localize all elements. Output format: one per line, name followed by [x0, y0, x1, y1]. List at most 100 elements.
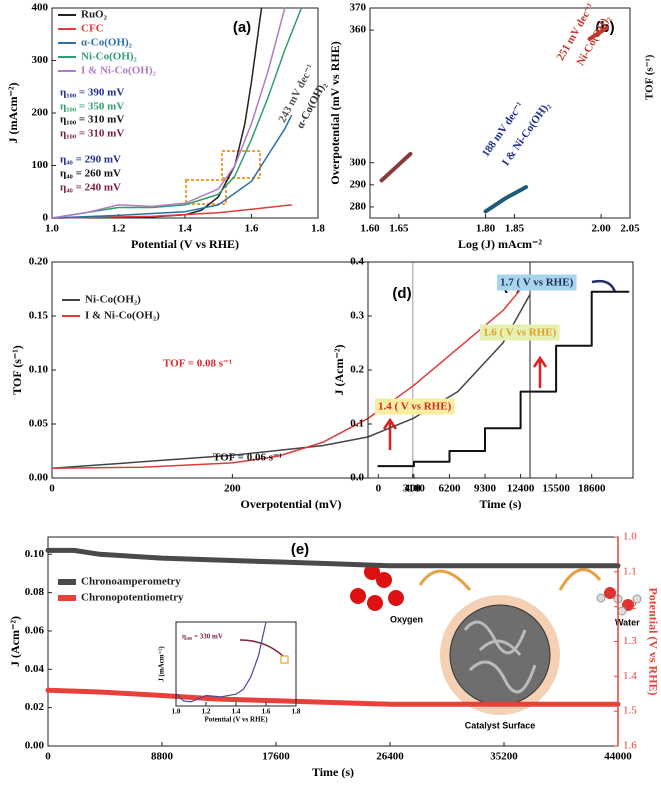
annotation: TOF (s⁻¹) [644, 54, 656, 100]
x-tick-label: 6200 [438, 483, 461, 495]
x-tick-label: 1.8 [292, 708, 301, 716]
x-tick-label: 1.2 [112, 223, 126, 235]
x-axis-label: Time (s) [312, 765, 354, 779]
x-tick-label: 35200 [490, 751, 518, 763]
y-axis-label: J (mAcm⁻²) [158, 646, 166, 682]
atom [632, 594, 642, 604]
annotation-background [480, 324, 560, 341]
y-tick-label: 0.05 [29, 418, 49, 430]
atom [388, 590, 404, 606]
arrow [591, 279, 617, 293]
y-tick-label: 0.04 [25, 663, 45, 675]
plot-frame [369, 7, 631, 219]
x-tick-label: 1.60 [360, 223, 380, 235]
atom [367, 595, 383, 611]
schematic: Oxygen Water Catalyst Surface [350, 564, 642, 730]
series-line [51, 114, 293, 219]
arrow [558, 568, 602, 591]
y2-tick-label: 1.0 [623, 531, 637, 543]
legend-label: Chronoamperometry [81, 576, 181, 588]
x-tick-label: 8800 [151, 751, 174, 763]
y-axis-label: J (mAcm⁻²) [6, 83, 20, 144]
annotation: η₁₀₀ = 390 mV [60, 87, 124, 99]
x-tick-label: 1.8 [311, 223, 325, 235]
x-tick-label: 18600 [578, 483, 606, 495]
y-tick-label: 0.00 [29, 472, 49, 484]
x-tick-label: 1.4 [178, 223, 192, 235]
annotation-background [497, 274, 577, 291]
y2-axis-label: Potential (V vs RHE) [646, 587, 660, 695]
atom [364, 564, 380, 580]
y-tick-label: 100 [32, 159, 49, 171]
annotation: TOF = 0.06 s⁻¹ [213, 452, 282, 464]
legend-label: α-Co(OH)₂ [81, 37, 133, 49]
y-tick-label: 0.1 [350, 418, 364, 430]
y-tick-label: 0.15 [29, 310, 49, 322]
annotation: TOF = 0.08 s⁻¹ [163, 358, 232, 370]
y-axis-label: J (Acm⁻²) [332, 345, 346, 396]
y-tick-label: 0.02 [25, 701, 45, 713]
water-molecules [596, 587, 642, 616]
x-axis-label: Potential (V vs RHE) [131, 237, 239, 251]
x-tick-label: 400 [405, 483, 422, 495]
y2-tick-label: 1.3 [623, 635, 637, 647]
y2-tick-label: 1.2 [623, 600, 637, 612]
y-tick-label: 0.06 [25, 624, 45, 636]
x-tick-label: 15500 [542, 483, 570, 495]
x-axis-label: Time (s) [479, 497, 521, 511]
oxygen-molecules [350, 564, 404, 611]
x-tick-label: 1.4 [232, 708, 241, 716]
series-line [587, 25, 609, 41]
annotation: η₄₀ = 240 mV [60, 182, 121, 194]
series-line [51, 7, 303, 219]
annotation: η₁₀₀ = 310 mV [60, 128, 124, 140]
x-tick-label: 1.6 [262, 708, 271, 716]
x-tick-label: 3100 [403, 483, 426, 495]
panel-label: (a) [233, 19, 251, 36]
atom [350, 588, 366, 604]
annotation: 1.6 ( V vs RHE) [483, 327, 557, 339]
x-axis-label: Potential (V vs RHE) [204, 716, 268, 724]
x-tick-label: 12400 [507, 483, 535, 495]
y2-tick-label: 1.5 [623, 705, 637, 717]
x-tick-label: 2.00 [591, 223, 611, 235]
y-tick-label: 300 [32, 54, 49, 66]
x-tick-label: 200 [224, 483, 241, 495]
highlight-box [185, 179, 227, 205]
y-tick-label: 290 [350, 178, 367, 190]
legend-label: CFC [81, 23, 104, 35]
texture [463, 620, 537, 694]
x-tick-label: 17600 [262, 751, 290, 763]
series-line [45, 547, 621, 569]
y-tick-label: 0.2 [350, 364, 364, 376]
atom [376, 572, 392, 588]
series-line [175, 621, 267, 703]
x-tick-label: 1.65 [389, 223, 409, 235]
y-tick-label: 0.08 [25, 586, 45, 598]
y-tick-label: 200 [32, 107, 49, 119]
catalyst [449, 604, 551, 706]
x-tick-label: 1.6 [245, 223, 259, 235]
panel-label: (e) [291, 541, 309, 558]
annotation-background [375, 398, 455, 415]
x-tick-label: 1.0 [172, 708, 181, 716]
x-tick-label: 0 [45, 751, 51, 763]
annotation: 1.4 ( V vs RHE) [378, 401, 452, 413]
x-tick-label: 26400 [376, 751, 404, 763]
x-tick-label: 0 [49, 483, 55, 495]
legend-label: I & Ni-Co(OH₂) [85, 310, 160, 322]
series-line [51, 204, 293, 219]
y-tick-label: 300 [350, 156, 367, 168]
legend-label: Chronopotentiometry [81, 592, 184, 604]
annotation: η₁₀₀ = 310 mV [60, 114, 124, 126]
x-tick-label: 1.0 [45, 223, 59, 235]
y-tick-label: 360 [350, 24, 367, 36]
annotation: 1.7 ( V vs RHE) [500, 277, 574, 289]
x-axis-label: Overpotential (mV) [241, 497, 342, 511]
y2-tick-label: 1.4 [623, 670, 637, 682]
series-line [483, 185, 528, 214]
annotation: η₄₀ = 290 mV [60, 154, 121, 166]
y-tick-label: 0.10 [29, 364, 49, 376]
y-tick-label: 0.20 [29, 256, 49, 268]
legend-label: Ni-Co(OH₂) [85, 294, 141, 306]
